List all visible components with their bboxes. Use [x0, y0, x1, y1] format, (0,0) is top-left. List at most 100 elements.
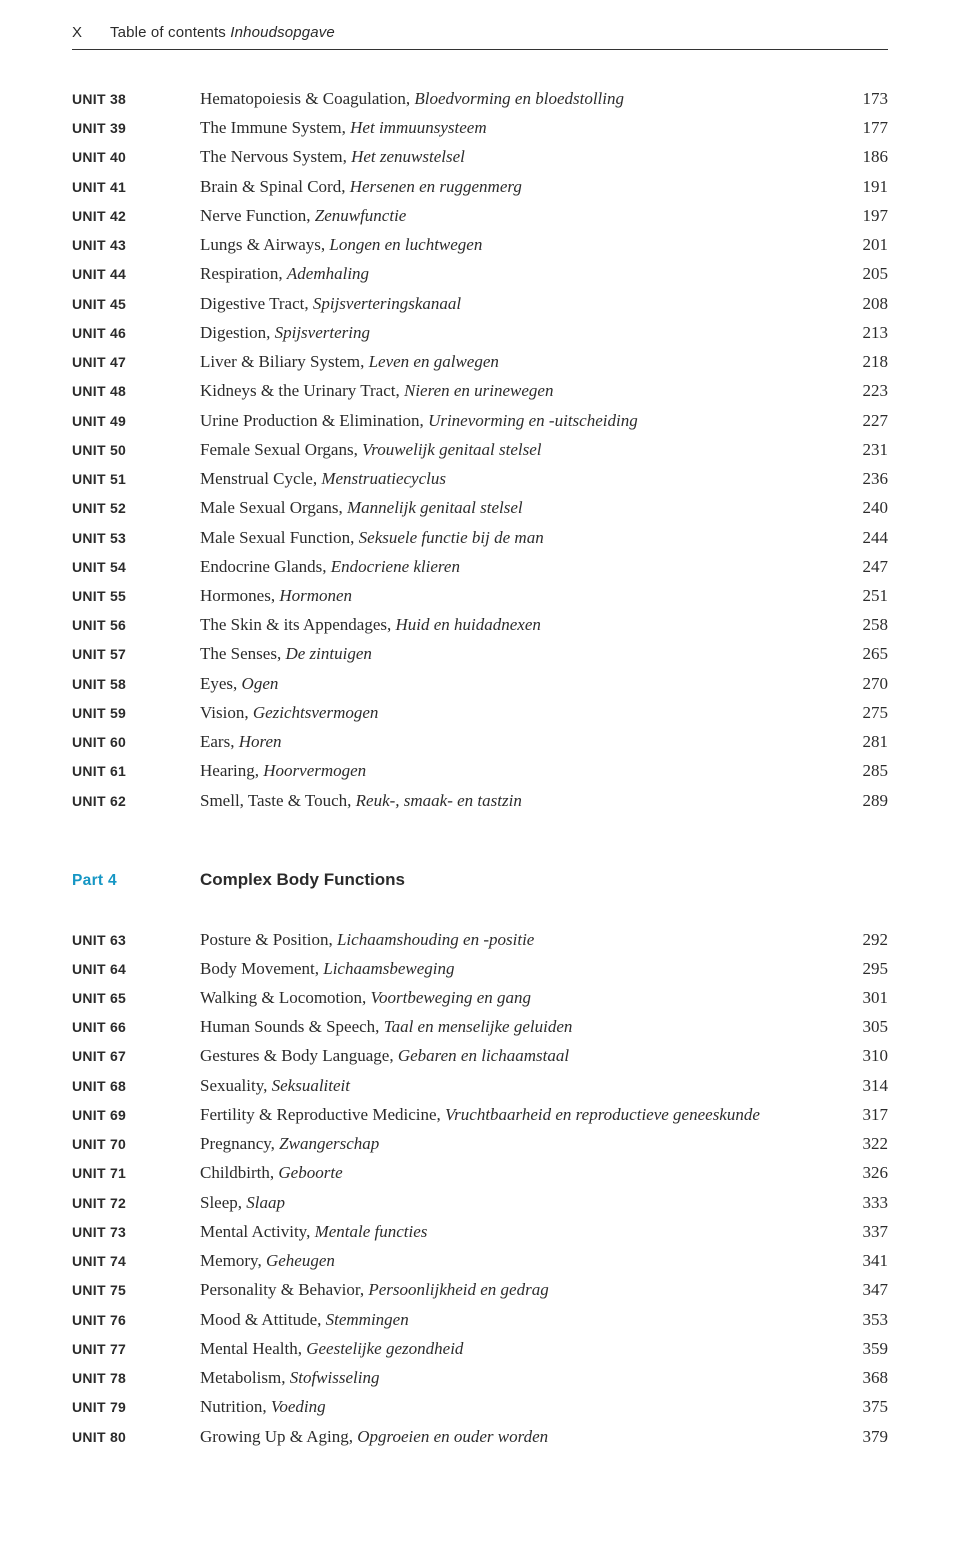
- toc-entry-page: 265: [832, 639, 888, 668]
- toc-entry-page: 191: [832, 172, 888, 201]
- toc-entry-page: 292: [832, 925, 888, 954]
- toc-entry-unit: UNIT 45: [72, 292, 200, 316]
- toc-entry-title-nl: Spijsverteringskanaal: [313, 294, 461, 313]
- toc-entry-title: Male Sexual Organs, Mannelijk genitaal s…: [200, 493, 832, 522]
- toc-entry-title-en: Urine Production & Elimination,: [200, 411, 428, 430]
- toc-entry-unit: UNIT 51: [72, 467, 200, 491]
- toc-entry: UNIT 42Nerve Function, Zenuwfunctie197: [72, 201, 888, 230]
- toc-entry-page: 301: [832, 983, 888, 1012]
- toc-block: UNIT 63Posture & Position, Lichaamshoudi…: [72, 925, 888, 1451]
- toc-entry: UNIT 38Hematopoiesis & Coagulation, Bloe…: [72, 84, 888, 113]
- toc-entry-page: 244: [832, 523, 888, 552]
- toc-entry-unit: UNIT 59: [72, 701, 200, 725]
- toc-entry-title-en: Gestures & Body Language,: [200, 1046, 398, 1065]
- toc-entry-unit: UNIT 55: [72, 584, 200, 608]
- toc-entry-title: Childbirth, Geboorte: [200, 1158, 832, 1187]
- toc-entry-unit: UNIT 77: [72, 1337, 200, 1361]
- toc-entry-title-en: Pregnancy,: [200, 1134, 279, 1153]
- toc-entry: UNIT 66Human Sounds & Speech, Taal en me…: [72, 1012, 888, 1041]
- toc-entry-title-en: Metabolism,: [200, 1368, 290, 1387]
- toc-entry-title-en: Posture & Position,: [200, 930, 337, 949]
- toc-entry-title-nl: Horen: [239, 732, 282, 751]
- toc-entry-page: 317: [832, 1100, 888, 1129]
- toc-entry: UNIT 71Childbirth, Geboorte326: [72, 1158, 888, 1187]
- toc-entry-unit: UNIT 58: [72, 672, 200, 696]
- toc-entry-title-en: Liver & Biliary System,: [200, 352, 369, 371]
- toc-entry-page: 173: [832, 84, 888, 113]
- toc-entry-title-en: Respiration,: [200, 264, 287, 283]
- toc-entry-page: 275: [832, 698, 888, 727]
- toc-entry-title-nl: Nieren en urinewegen: [404, 381, 554, 400]
- toc-entry: UNIT 65Walking & Locomotion, Voortbewegi…: [72, 983, 888, 1012]
- toc-entry-title-en: Kidneys & the Urinary Tract,: [200, 381, 404, 400]
- toc-entry-unit: UNIT 38: [72, 87, 200, 111]
- toc-entry-title-nl: Longen en luchtwegen: [329, 235, 482, 254]
- toc-entry-title: The Nervous System, Het zenuwstelsel: [200, 142, 832, 171]
- toc-entry: UNIT 77Mental Health, Geestelijke gezond…: [72, 1334, 888, 1363]
- running-header: X Table of contents Inhoudsopgave: [72, 24, 888, 50]
- toc-entry-unit: UNIT 57: [72, 642, 200, 666]
- toc-entry-title: Menstrual Cycle, Menstruatiecyclus: [200, 464, 832, 493]
- toc-entry-unit: UNIT 78: [72, 1366, 200, 1390]
- toc-entry-unit: UNIT 47: [72, 350, 200, 374]
- toc-entry-title-nl: Stemmingen: [326, 1310, 409, 1329]
- toc-entry-title-nl: Gezichtsvermogen: [253, 703, 379, 722]
- toc-entry-page: 223: [832, 376, 888, 405]
- toc-entry-title-en: Digestive Tract,: [200, 294, 313, 313]
- toc-entry: UNIT 74Memory, Geheugen341: [72, 1246, 888, 1275]
- toc-page: X Table of contents Inhoudsopgave UNIT 3…: [0, 0, 960, 1561]
- toc-entry-page: 310: [832, 1041, 888, 1070]
- toc-entry-page: 347: [832, 1275, 888, 1304]
- toc-entry-title-en: Hematopoiesis & Coagulation,: [200, 89, 414, 108]
- toc-entry-unit: UNIT 69: [72, 1103, 200, 1127]
- toc-entry: UNIT 45Digestive Tract, Spijsverteringsk…: [72, 289, 888, 318]
- toc-entry-title-nl: Seksuele functie bij de man: [359, 528, 544, 547]
- toc-entry-title: Mental Health, Geestelijke gezondheid: [200, 1334, 832, 1363]
- toc-entry-unit: UNIT 72: [72, 1191, 200, 1215]
- toc-entry: UNIT 46Digestion, Spijsvertering213: [72, 318, 888, 347]
- toc-entry-title-en: Digestion,: [200, 323, 275, 342]
- toc-entry-title-nl: Ogen: [242, 674, 279, 693]
- toc-entry-unit: UNIT 52: [72, 496, 200, 520]
- toc-entry-title-en: Ears,: [200, 732, 239, 751]
- toc-entry-unit: UNIT 49: [72, 409, 200, 433]
- toc-entry-unit: UNIT 61: [72, 759, 200, 783]
- toc-entry: UNIT 68Sexuality, Seksualiteit314: [72, 1071, 888, 1100]
- toc-entry-page: 270: [832, 669, 888, 698]
- toc-entry-title: Hearing, Hoorvermogen: [200, 756, 832, 785]
- toc-entry-title-nl: Ademhaling: [287, 264, 369, 283]
- part-label: Part 4: [72, 868, 200, 895]
- toc-entry-title-en: The Nervous System,: [200, 147, 351, 166]
- toc-entry: UNIT 61Hearing, Hoorvermogen285: [72, 756, 888, 785]
- toc-entry-page: 359: [832, 1334, 888, 1363]
- toc-entry-page: 368: [832, 1363, 888, 1392]
- toc-entry-unit: UNIT 67: [72, 1044, 200, 1068]
- toc-entry-title-en: Personality & Behavior,: [200, 1280, 368, 1299]
- toc-entry-title-en: Eyes,: [200, 674, 242, 693]
- toc-entry-title: Growing Up & Aging, Opgroeien en ouder w…: [200, 1422, 832, 1451]
- toc-entry-unit: UNIT 64: [72, 957, 200, 981]
- toc-entry-title: Memory, Geheugen: [200, 1246, 832, 1275]
- toc-entry-title-nl: Slaap: [246, 1193, 285, 1212]
- page-marker: X: [72, 24, 84, 41]
- toc-entry: UNIT 62Smell, Taste & Touch, Reuk-, smaa…: [72, 786, 888, 815]
- toc-entry-title-nl: Gebaren en lichaamstaal: [398, 1046, 569, 1065]
- toc-entry-title: The Skin & its Appendages, Huid en huida…: [200, 610, 832, 639]
- toc-entry-title-nl: Geboorte: [278, 1163, 342, 1182]
- toc-entry-unit: UNIT 79: [72, 1395, 200, 1419]
- toc-entry-title-nl: Hormonen: [279, 586, 352, 605]
- toc-entry-page: 205: [832, 259, 888, 288]
- toc-entry: UNIT 55Hormones, Hormonen251: [72, 581, 888, 610]
- toc-entry-title: Kidneys & the Urinary Tract, Nieren en u…: [200, 376, 832, 405]
- toc-entry: UNIT 78Metabolism, Stofwisseling368: [72, 1363, 888, 1392]
- toc-entry-page: 213: [832, 318, 888, 347]
- toc-entry-title-en: Memory,: [200, 1251, 266, 1270]
- toc-entry-page: 186: [832, 142, 888, 171]
- toc-entry-title: Digestion, Spijsvertering: [200, 318, 832, 347]
- toc-entry-title: Body Movement, Lichaamsbeweging: [200, 954, 832, 983]
- toc-entry-title: Pregnancy, Zwangerschap: [200, 1129, 832, 1158]
- toc-entry-page: 208: [832, 289, 888, 318]
- toc-entry-title: Male Sexual Function, Seksuele functie b…: [200, 523, 832, 552]
- toc-entry: UNIT 70Pregnancy, Zwangerschap322: [72, 1129, 888, 1158]
- toc-entry: UNIT 53Male Sexual Function, Seksuele fu…: [72, 523, 888, 552]
